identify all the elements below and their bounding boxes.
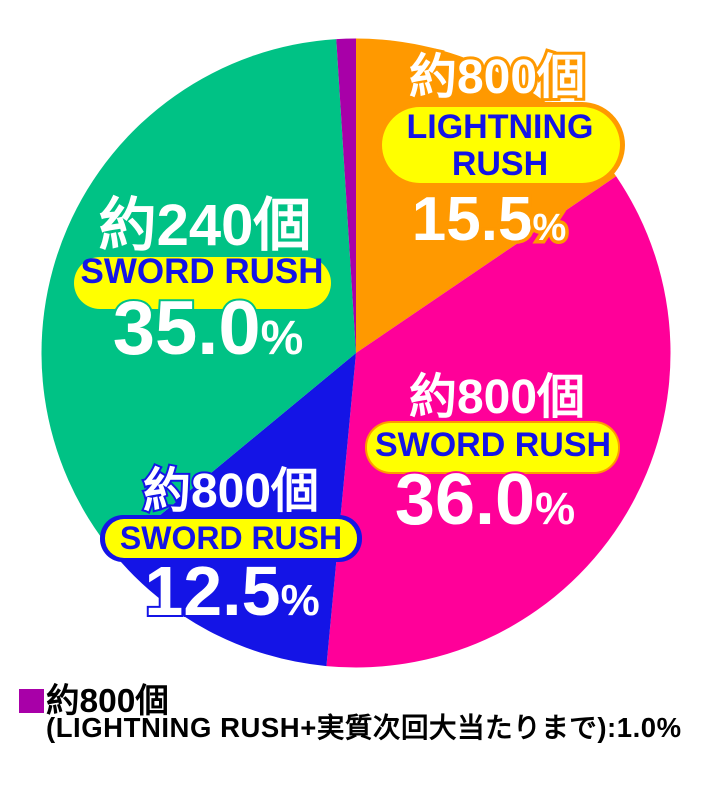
- svg-text:LIGHTNING: LIGHTNING: [407, 108, 594, 146]
- svg-text:約800個: 約800個: [409, 371, 585, 424]
- svg-text:SWORD RUSH: SWORD RUSH: [120, 520, 342, 556]
- svg-text:RUSH: RUSH: [452, 145, 548, 183]
- svg-text:SWORD RUSH: SWORD RUSH: [375, 426, 611, 464]
- svg-text:約800個: 約800個: [409, 51, 585, 104]
- svg-text:約240個: 約240個: [99, 193, 312, 258]
- svg-text:約800個: 約800個: [143, 465, 319, 518]
- svg-text:(LIGHTNING RUSH+実質次回大当たりまで):1.: (LIGHTNING RUSH+実質次回大当たりまで):1.0%: [46, 712, 682, 743]
